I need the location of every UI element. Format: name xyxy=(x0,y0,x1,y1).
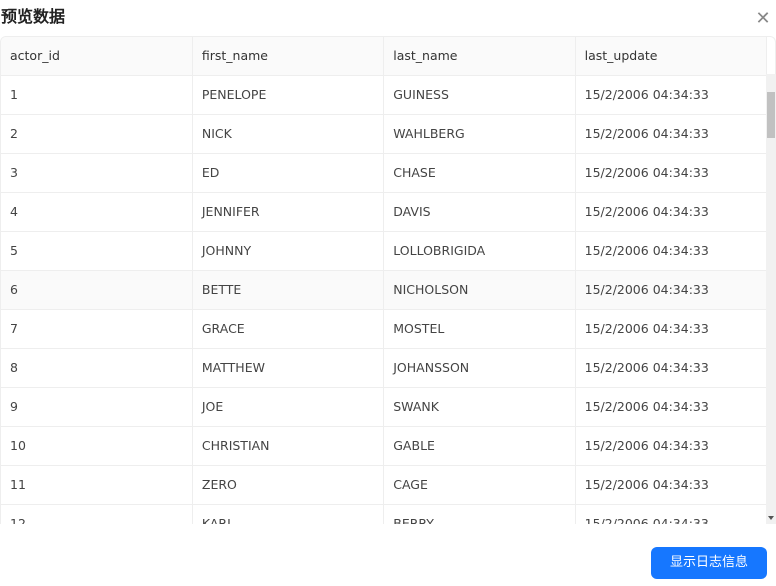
table-cell-first_name: NICK xyxy=(192,114,385,154)
table-cell-last_update: 15/2/2006 04:34:33 xyxy=(575,426,768,466)
dialog-title: 预览数据 xyxy=(1,7,66,26)
column-header-actor_id[interactable]: actor_id xyxy=(1,37,193,76)
table-row[interactable]: 6 BETTE NICHOLSON 15/2/2006 04:34:33 xyxy=(1,270,768,310)
table-row[interactable]: 5 JOHNNY LOLLOBRIGIDA 15/2/2006 04:34:33 xyxy=(1,231,768,271)
table-cell-last_update: 15/2/2006 04:34:33 xyxy=(575,309,768,349)
table-cell-last_update: 15/2/2006 04:34:33 xyxy=(575,504,768,524)
table-cell-last_name: GABLE xyxy=(383,426,576,466)
table-header: actor_id first_name last_name last_update xyxy=(1,37,768,76)
table-row[interactable]: 9 JOE SWANK 15/2/2006 04:34:33 xyxy=(1,387,768,427)
table-cell-first_name: ZERO xyxy=(192,465,385,505)
table-cell-last_name: NICHOLSON xyxy=(383,270,576,310)
scroll-down-arrow-icon[interactable] xyxy=(768,516,774,520)
table-cell-last_update: 15/2/2006 04:34:33 xyxy=(575,114,768,154)
table-cell-actor_id: 2 xyxy=(1,114,193,154)
table-cell-last_update: 15/2/2006 04:34:33 xyxy=(575,192,768,232)
vertical-scrollbar[interactable] xyxy=(766,74,776,524)
table-cell-first_name: KARL xyxy=(192,504,385,524)
table-cell-actor_id: 11 xyxy=(1,465,193,505)
table-row[interactable]: 8 MATTHEW JOHANSSON 15/2/2006 04:34:33 xyxy=(1,348,768,388)
table-cell-last_update: 15/2/2006 04:34:33 xyxy=(575,75,768,115)
table-cell-actor_id: 12 xyxy=(1,504,193,524)
table-row[interactable]: 2 NICK WAHLBERG 15/2/2006 04:34:33 xyxy=(1,114,768,154)
table-cell-last_update: 15/2/2006 04:34:33 xyxy=(575,387,768,427)
column-header-first_name[interactable]: first_name xyxy=(192,37,385,76)
table-cell-first_name: ED xyxy=(192,153,385,193)
scrollbar-thumb[interactable] xyxy=(767,92,775,138)
table-cell-first_name: GRACE xyxy=(192,309,385,349)
table-cell-last_name: MOSTEL xyxy=(383,309,576,349)
table-cell-last_name: WAHLBERG xyxy=(383,114,576,154)
table-cell-last_name: JOHANSSON xyxy=(383,348,576,388)
table-row[interactable]: 3 ED CHASE 15/2/2006 04:34:33 xyxy=(1,153,768,193)
table-cell-first_name: PENELOPE xyxy=(192,75,385,115)
table-row[interactable]: 11 ZERO CAGE 15/2/2006 04:34:33 xyxy=(1,465,768,505)
column-header-last_name[interactable]: last_name xyxy=(383,37,576,76)
table-cell-last_update: 15/2/2006 04:34:33 xyxy=(575,348,768,388)
table-cell-actor_id: 7 xyxy=(1,309,193,349)
table-cell-last_update: 15/2/2006 04:34:33 xyxy=(575,231,768,271)
data-table: actor_id first_name last_name last_update 1… xyxy=(0,36,776,524)
table-cell-actor_id: 6 xyxy=(1,270,193,310)
table-row[interactable]: 12 KARL BERRY 15/2/2006 04:34:33 xyxy=(1,504,768,524)
table-cell-last_name: SWANK xyxy=(383,387,576,427)
table-row[interactable]: 1 PENELOPE GUINESS 15/2/2006 04:34:33 xyxy=(1,75,768,115)
close-icon[interactable]: ✕ xyxy=(755,8,771,29)
table-cell-last_update: 15/2/2006 04:34:33 xyxy=(575,153,768,193)
table-cell-first_name: JOHNNY xyxy=(192,231,385,271)
table-cell-first_name: CHRISTIAN xyxy=(192,426,385,466)
table-row[interactable]: 10 CHRISTIAN GABLE 15/2/2006 04:34:33 xyxy=(1,426,768,466)
table-cell-actor_id: 4 xyxy=(1,192,193,232)
table-cell-actor_id: 10 xyxy=(1,426,193,466)
table-cell-actor_id: 9 xyxy=(1,387,193,427)
table-cell-last_name: LOLLOBRIGIDA xyxy=(383,231,576,271)
table-cell-actor_id: 8 xyxy=(1,348,193,388)
table-cell-last_name: DAVIS xyxy=(383,192,576,232)
column-header-last_update[interactable]: last_update xyxy=(575,37,768,76)
table-cell-last_name: CHASE xyxy=(383,153,576,193)
table-cell-first_name: JOE xyxy=(192,387,385,427)
table-cell-first_name: BETTE xyxy=(192,270,385,310)
table-row[interactable]: 7 GRACE MOSTEL 15/2/2006 04:34:33 xyxy=(1,309,768,349)
table-cell-last_update: 15/2/2006 04:34:33 xyxy=(575,270,768,310)
table-cell-last_name: GUINESS xyxy=(383,75,576,115)
table-cell-last_name: BERRY xyxy=(383,504,576,524)
table-cell-actor_id: 3 xyxy=(1,153,193,193)
table-cell-last_update: 15/2/2006 04:34:33 xyxy=(575,465,768,505)
table-cell-last_name: CAGE xyxy=(383,465,576,505)
table-cell-first_name: JENNIFER xyxy=(192,192,385,232)
table-cell-actor_id: 5 xyxy=(1,231,193,271)
table-row[interactable]: 4 JENNIFER DAVIS 15/2/2006 04:34:33 xyxy=(1,192,768,232)
table-cell-actor_id: 1 xyxy=(1,75,193,115)
table-cell-first_name: MATTHEW xyxy=(192,348,385,388)
show-log-button[interactable]: 显示日志信息 xyxy=(651,547,767,579)
